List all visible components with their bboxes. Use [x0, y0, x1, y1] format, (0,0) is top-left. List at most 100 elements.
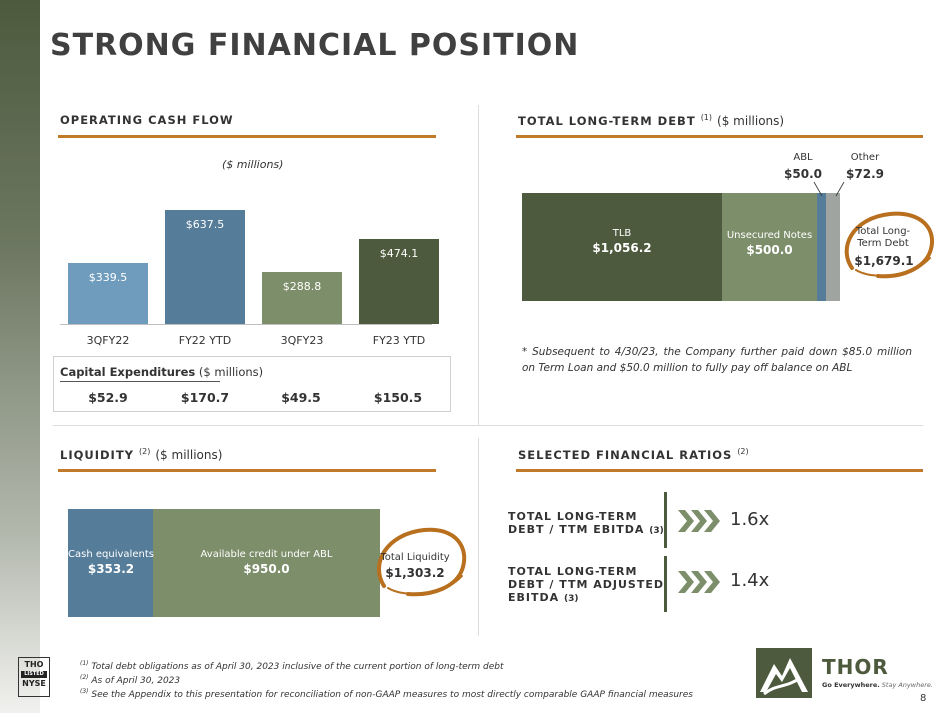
debt-label-unsecured: Unsecured Notes $500.0: [722, 230, 817, 257]
liquidity-rule: [58, 469, 436, 472]
debt-leader-lines: [813, 181, 845, 197]
ratios-title-text: SELECTED FINANCIAL RATIOS: [518, 447, 733, 462]
nyse-bottom: NYSE: [22, 679, 46, 688]
capex-underline: [60, 381, 220, 382]
ocf-category-label: FY22 YTD: [178, 334, 232, 347]
liquidity-label-abl: Available credit under ABL $950.0: [153, 549, 380, 576]
ocf-category-label: FY23 YTD: [372, 334, 426, 347]
brand-tagline: Go Everywhere. Stay Anywhere.: [822, 681, 933, 689]
ocf-title: OPERATING CASH FLOW: [60, 113, 234, 127]
debt-value-unsecured: $500.0: [746, 243, 793, 257]
nyse-listed-logo: THO LISTED NYSE: [18, 657, 50, 697]
ratios-title: SELECTED FINANCIAL RATIOS (2): [518, 447, 749, 462]
page-number: 8: [920, 693, 927, 704]
liquidity-total-value: $1,303.2: [385, 566, 445, 580]
ocf-units: ($ millions): [222, 158, 284, 171]
liquidity-title-text: LIQUIDITY: [60, 447, 134, 462]
ocf-rule: [58, 135, 436, 138]
debt-title-text: TOTAL LONG-TERM DEBT: [518, 113, 696, 128]
ocf-bar: [359, 239, 439, 324]
ocf-bar: [262, 272, 342, 324]
ratio-label-line3: EBITDA: [508, 591, 560, 604]
ratio-sup: (3): [563, 594, 579, 604]
debt-name-unsecured: Unsecured Notes: [726, 230, 813, 241]
liquidity-name-cash: Cash equivalents: [68, 549, 154, 560]
liquidity-total-label: Total Liquidity: [380, 552, 450, 563]
ratio-label-line2: DEBT / TTM EBITDA: [508, 523, 645, 536]
nyse-mid: LISTED: [21, 671, 47, 678]
brand-tagline-bold: Go Everywhere.: [822, 681, 880, 689]
vertical-divider: [478, 105, 479, 425]
debt-segment-other: [826, 193, 840, 301]
liquidity-value-abl: $950.0: [243, 562, 290, 576]
liquidity-value-cash: $353.2: [87, 562, 135, 576]
debt-value-other: $72.9: [846, 167, 884, 181]
footnote-text: As of April 30, 2023: [91, 676, 181, 686]
ratios-title-sup: (2): [737, 447, 749, 456]
liquidity-title-sup: (2): [139, 447, 151, 456]
footnote-sup: (2): [80, 674, 89, 681]
ocf-bar: [68, 263, 148, 324]
debt-label-tlb: TLB $1,056.2: [572, 228, 672, 255]
horizontal-divider: [53, 425, 923, 426]
vertical-divider-lower: [478, 438, 479, 636]
ocf-bar: [165, 210, 245, 324]
debt-segment-tlb: [522, 193, 722, 301]
debt-note: * Subsequent to 4/30/23, the Company fur…: [522, 346, 912, 374]
capex-title-unit: ($ millions): [195, 365, 264, 379]
footnote: (3) See the Appendix to this presentatio…: [80, 688, 693, 700]
debt-total-circle: [844, 211, 934, 279]
liquidity-title-unit: ($ millions): [155, 447, 223, 462]
footnote-sup: (3): [80, 688, 89, 695]
debt-title: TOTAL LONG-TERM DEBT (1) ($ millions): [518, 113, 784, 128]
liquidity-title: LIQUIDITY (2) ($ millions): [60, 447, 222, 462]
footnote-text: See the Appendix to this presentation fo…: [91, 690, 693, 700]
brand-name: THOR: [822, 655, 889, 679]
liquidity-label-cash: Cash equivalents $353.2: [66, 549, 156, 576]
ocf-axis: [60, 324, 432, 325]
debt-name-other: Other: [850, 152, 880, 163]
ocf-category-label: 3QFY23: [280, 334, 324, 347]
thor-logo-icon: [756, 648, 812, 698]
debt-value-abl: $50.0: [784, 167, 822, 181]
capex-value: $52.9: [88, 390, 128, 405]
nyse-top: THO: [24, 660, 44, 669]
ocf-bar-value: $288.8: [282, 280, 322, 293]
page-title: STRONG FINANCIAL POSITION: [50, 28, 580, 63]
debt-total-value: $1,679.1: [854, 254, 914, 268]
capex-value: $170.7: [180, 390, 230, 405]
ratio-label-line: DEBT / TTM EBITDA (3): [508, 523, 664, 538]
ratio-value: 1.6x: [730, 509, 770, 530]
debt-name-tlb: TLB: [612, 228, 632, 239]
sidebar-gradient: [0, 0, 40, 713]
liquidity-segment-abl: [153, 509, 380, 617]
footnote: (2) As of April 30, 2023: [80, 674, 180, 686]
debt-total-label: Total Long-Term Debt: [855, 226, 911, 249]
chevrons-icon: [678, 571, 720, 593]
liquidity-total-circle: [377, 527, 467, 597]
capex-value: $49.5: [281, 390, 321, 405]
ocf-bar-value: $474.1: [379, 247, 419, 260]
ratio-label: TOTAL LONG-TERM DEBT / TTM EBITDA (3): [508, 510, 664, 538]
ratio-label-line: DEBT / TTM ADJUSTED: [508, 578, 664, 591]
debt-segment-abl: [817, 193, 826, 301]
ratio-bar: [664, 556, 667, 612]
capex-title: Capital Expenditures ($ millions): [60, 365, 263, 379]
ratio-label-line: EBITDA (3): [508, 591, 664, 606]
liquidity-name-abl: Available credit under ABL: [200, 549, 333, 560]
debt-rule: [516, 135, 923, 138]
capex-value: $150.5: [373, 390, 423, 405]
capex-box: [53, 356, 451, 412]
liquidity-segment-cash: [68, 509, 153, 617]
brand-tagline-italic: Stay Anywhere.: [879, 681, 933, 689]
capex-title-bold: Capital Expenditures: [60, 365, 196, 379]
debt-title-unit: ($ millions): [717, 113, 785, 128]
ocf-bar-value: $637.5: [185, 218, 225, 231]
ratios-rule: [516, 469, 923, 472]
chevrons-icon: [678, 510, 720, 532]
ratio-sup: (3): [649, 526, 664, 536]
footnote-text: Total debt obligations as of April 30, 2…: [91, 662, 504, 672]
footnote: (1) Total debt obligations as of April 3…: [80, 660, 503, 672]
footnote-sup: (1): [80, 660, 89, 667]
ratio-label-line: TOTAL LONG-TERM: [508, 510, 638, 523]
